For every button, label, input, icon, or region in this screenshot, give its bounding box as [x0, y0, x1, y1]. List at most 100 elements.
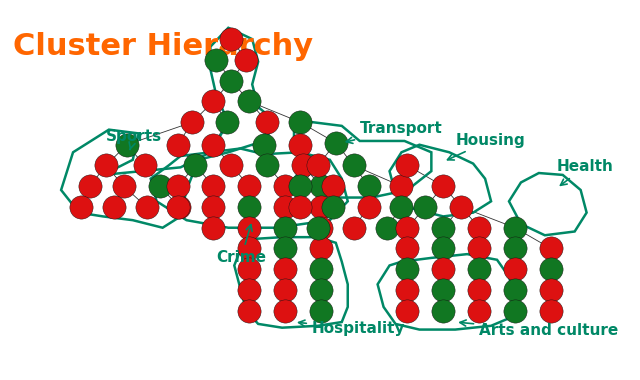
Point	[208, 183, 218, 189]
Point	[403, 225, 413, 231]
Point	[510, 245, 520, 252]
Point	[141, 204, 152, 210]
Point	[244, 308, 254, 314]
Point	[262, 119, 272, 125]
Point	[295, 119, 305, 125]
Point	[396, 183, 406, 189]
Point	[280, 183, 290, 189]
Point	[109, 204, 119, 210]
Point	[262, 162, 272, 168]
Point	[172, 142, 182, 148]
Point	[349, 162, 359, 168]
Point	[438, 245, 449, 252]
Point	[510, 266, 520, 272]
Point	[510, 308, 520, 314]
Point	[172, 183, 182, 189]
Point	[364, 183, 374, 189]
Point	[438, 225, 449, 231]
Point	[420, 204, 431, 210]
Point	[222, 119, 232, 125]
Point	[474, 287, 484, 293]
Point	[84, 183, 95, 189]
Point	[438, 287, 449, 293]
Point	[244, 245, 254, 252]
Point	[349, 225, 359, 231]
Point	[316, 204, 326, 210]
Text: Cluster Hierarchy: Cluster Hierarchy	[13, 32, 314, 60]
Point	[295, 183, 305, 189]
Point	[456, 204, 467, 210]
Point	[280, 266, 290, 272]
Point	[403, 308, 413, 314]
Text: Health: Health	[557, 159, 614, 185]
Point	[546, 287, 556, 293]
Text: Housing: Housing	[447, 133, 525, 160]
Point	[316, 183, 326, 189]
Point	[510, 287, 520, 293]
Point	[403, 162, 413, 168]
Point	[474, 308, 484, 314]
Text: Crime: Crime	[216, 225, 266, 265]
Point	[226, 36, 236, 42]
Point	[226, 162, 236, 168]
Point	[474, 225, 484, 231]
Point	[313, 162, 323, 168]
Point	[174, 204, 184, 210]
Point	[316, 308, 326, 314]
Point	[244, 287, 254, 293]
Point	[316, 225, 326, 231]
Point	[295, 142, 305, 148]
Point	[298, 162, 308, 168]
Point	[244, 225, 254, 231]
Point	[188, 119, 198, 125]
Point	[331, 140, 341, 146]
Point	[396, 204, 406, 210]
Point	[546, 266, 556, 272]
Point	[280, 225, 290, 231]
Point	[259, 142, 269, 148]
Point	[474, 245, 484, 252]
Text: Arts and culture: Arts and culture	[460, 320, 618, 338]
Text: Sports: Sports	[106, 129, 162, 150]
Point	[316, 245, 326, 252]
Point	[364, 204, 374, 210]
Point	[190, 162, 200, 168]
Point	[474, 266, 484, 272]
Point	[381, 225, 392, 231]
Point	[244, 204, 254, 210]
Point	[546, 308, 556, 314]
Point	[328, 204, 338, 210]
Point	[208, 204, 218, 210]
Point	[438, 266, 449, 272]
Text: Transport: Transport	[346, 122, 442, 143]
Point	[295, 204, 305, 210]
Point	[403, 287, 413, 293]
Point	[118, 183, 129, 189]
Point	[122, 142, 132, 148]
Point	[241, 57, 252, 63]
Point	[280, 308, 290, 314]
Point	[510, 225, 520, 231]
Point	[244, 183, 254, 189]
Point	[328, 183, 338, 189]
Point	[280, 204, 290, 210]
Point	[403, 245, 413, 252]
Point	[438, 183, 449, 189]
Point	[154, 183, 164, 189]
Point	[211, 57, 221, 63]
Point	[313, 225, 323, 231]
Point	[76, 204, 86, 210]
Point	[316, 287, 326, 293]
Point	[546, 245, 556, 252]
Point	[403, 266, 413, 272]
Point	[208, 98, 218, 104]
Point	[244, 266, 254, 272]
Point	[226, 78, 236, 84]
Point	[100, 162, 111, 168]
Point	[438, 308, 449, 314]
Text: Hospitality: Hospitality	[299, 320, 405, 336]
Point	[316, 266, 326, 272]
Point	[208, 142, 218, 148]
Point	[280, 245, 290, 252]
Point	[280, 287, 290, 293]
